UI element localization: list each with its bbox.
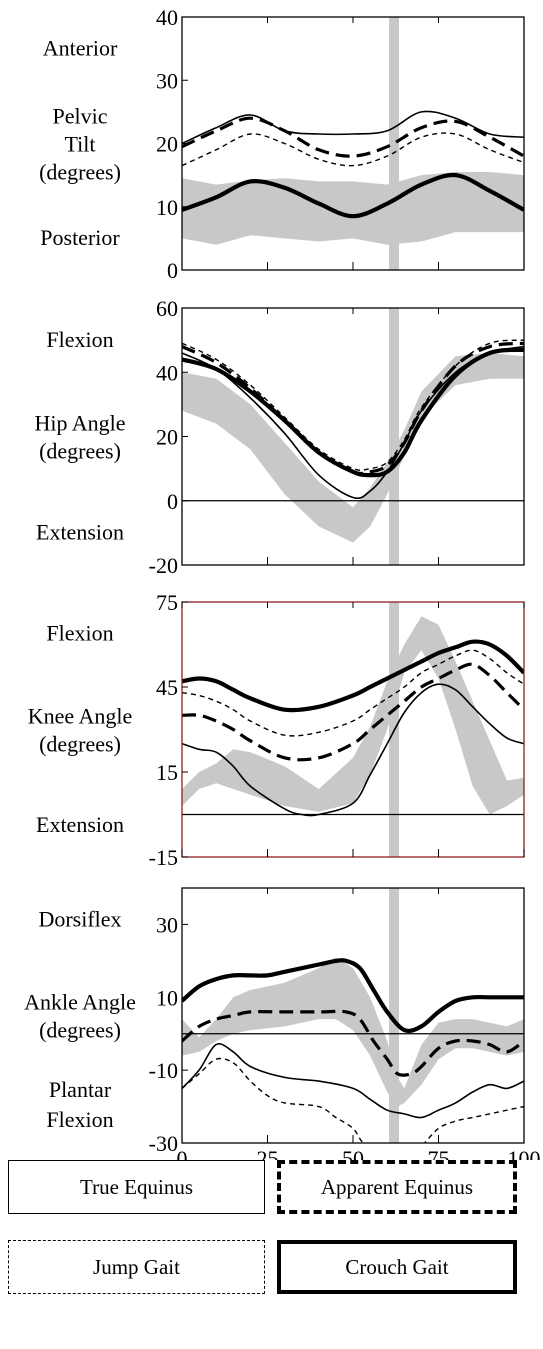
hip-angle-ytick-label: 0 [167, 489, 178, 514]
ankle-angle-ytick-label: -10 [149, 1058, 178, 1083]
pelvic-tilt-ylabel: Tilt [64, 132, 95, 157]
ankle-angle-series-crouch-gait [182, 958, 524, 1034]
pelvic-tilt-ytick-label: 40 [156, 5, 178, 30]
knee-angle-ytick-label: 75 [156, 590, 178, 615]
ankle-angle-ylabel: (degrees) [39, 1018, 121, 1043]
gait-kinematics-chart: 0 10 20 30 40 Anterior Pelvic Tilt (degrees) Post… [24, 5, 541, 1160]
hip-angle-normal-band [182, 353, 524, 543]
hip-angle-ylabel: (degrees) [39, 439, 121, 464]
legend-true-equinus: True Equinus [8, 1160, 265, 1214]
knee-angle-ytick-label: 15 [156, 760, 178, 785]
ankle-angle-ytick-label: 30 [156, 912, 178, 937]
hip-angle-ytick-label: 60 [156, 296, 178, 321]
pelvic-tilt-ytick-label: 0 [167, 258, 178, 283]
hip-angle-ylabel: Hip Angle [34, 411, 125, 436]
hip-angle-ytick-label: 40 [156, 360, 178, 385]
x-tick-label: 0 [177, 1146, 188, 1160]
pelvic-tilt-ytick-label: 30 [156, 68, 178, 93]
ankle-angle-bottom-label: Flexion [46, 1107, 113, 1132]
pelvic-tilt-series-apparent-equinus [182, 116, 524, 158]
legend-label-crouch-gait: Crouch Gait [345, 1254, 449, 1279]
ankle-angle-ytick-label: -30 [149, 1131, 178, 1156]
pelvic-tilt-top-label: Anterior [43, 35, 118, 60]
legend-jump-gait: Jump Gait [8, 1240, 265, 1294]
knee-angle-plot-area [182, 602, 524, 857]
ankle-angle-series-true-equinus [182, 1043, 524, 1119]
ankle-angle-plot-area [182, 888, 524, 1143]
knee-angle-ytick-label: 45 [156, 675, 178, 700]
knee-angle-bottom-label: Extension [36, 812, 124, 837]
pelvic-tilt-normal-band [182, 172, 524, 245]
knee-angle-ylabel: (degrees) [39, 732, 121, 757]
pelvic-tilt-series-jump-gait [182, 132, 524, 167]
pelvic-tilt-ylabel: (degrees) [39, 160, 121, 185]
ankle-angle-panel [181, 887, 525, 1144]
x-tick-label: 25 [257, 1146, 279, 1160]
ankle-angle-bottom-label: Plantar [49, 1077, 112, 1102]
hip-angle-top-label: Flexion [46, 327, 113, 352]
hip-angle-plot-area [182, 308, 524, 565]
legend-crouch-gait: Crouch Gait [277, 1240, 517, 1294]
pelvic-tilt-ylabel: Pelvic [53, 104, 108, 129]
x-tick-label: 100 [508, 1146, 541, 1160]
hip-angle-bottom-label: Extension [36, 520, 124, 545]
ankle-angle-ytick-label: 10 [156, 985, 178, 1010]
knee-angle-ylabel: Knee Angle [28, 704, 132, 729]
pelvic-tilt-plot-area [182, 17, 524, 270]
legend-label-true-equinus: True Equinus [80, 1174, 193, 1199]
pelvic-tilt-panel [181, 16, 525, 271]
knee-angle-ytick-label: -15 [149, 845, 178, 870]
pelvic-tilt-toe-off-bar [389, 17, 400, 270]
ankle-angle-series-apparent-equinus [182, 1009, 524, 1077]
knee-angle-panel [181, 601, 525, 858]
hip-angle-series-apparent-equinus [182, 341, 524, 476]
knee-angle-series-true-equinus [182, 683, 524, 817]
x-tick-label: 75 [428, 1146, 450, 1160]
ankle-angle-normal-band [182, 957, 524, 1107]
ankle-angle-top-label: Dorsiflex [38, 907, 121, 932]
pelvic-tilt-ytick-label: 20 [156, 132, 178, 157]
legend-label-apparent-equinus: Apparent Equinus [320, 1174, 474, 1199]
legend-label-jump-gait: Jump Gait [93, 1254, 180, 1279]
legend-apparent-equinus: Apparent Equinus [277, 1160, 517, 1214]
hip-angle-series-crouch-gait [182, 347, 524, 478]
knee-angle-series-crouch-gait [182, 639, 524, 713]
pelvic-tilt-ytick-label: 10 [156, 195, 178, 220]
hip-angle-series-true-equinus [182, 345, 524, 500]
hip-angle-ytick-label: -20 [149, 553, 178, 578]
pelvic-tilt-bottom-label: Posterior [40, 225, 120, 250]
ankle-angle-toe-off-bar [389, 888, 400, 1143]
pelvic-tilt-series-crouch-gait [182, 172, 524, 219]
knee-angle-top-label: Flexion [46, 621, 113, 646]
hip-angle-panel [181, 307, 525, 566]
knee-angle-normal-band [182, 616, 524, 815]
knee-angle-series-jump-gait [182, 649, 524, 737]
knee-angle-series-apparent-equinus [182, 662, 524, 762]
hip-angle-ytick-label: 20 [156, 425, 178, 450]
hip-angle-toe-off-bar [389, 308, 400, 565]
pelvic-tilt-series-true-equinus [182, 110, 524, 145]
ankle-angle-ylabel: Ankle Angle [24, 990, 136, 1015]
ankle-angle-series-jump-gait [182, 1057, 524, 1143]
x-tick-label: 50 [342, 1146, 364, 1160]
